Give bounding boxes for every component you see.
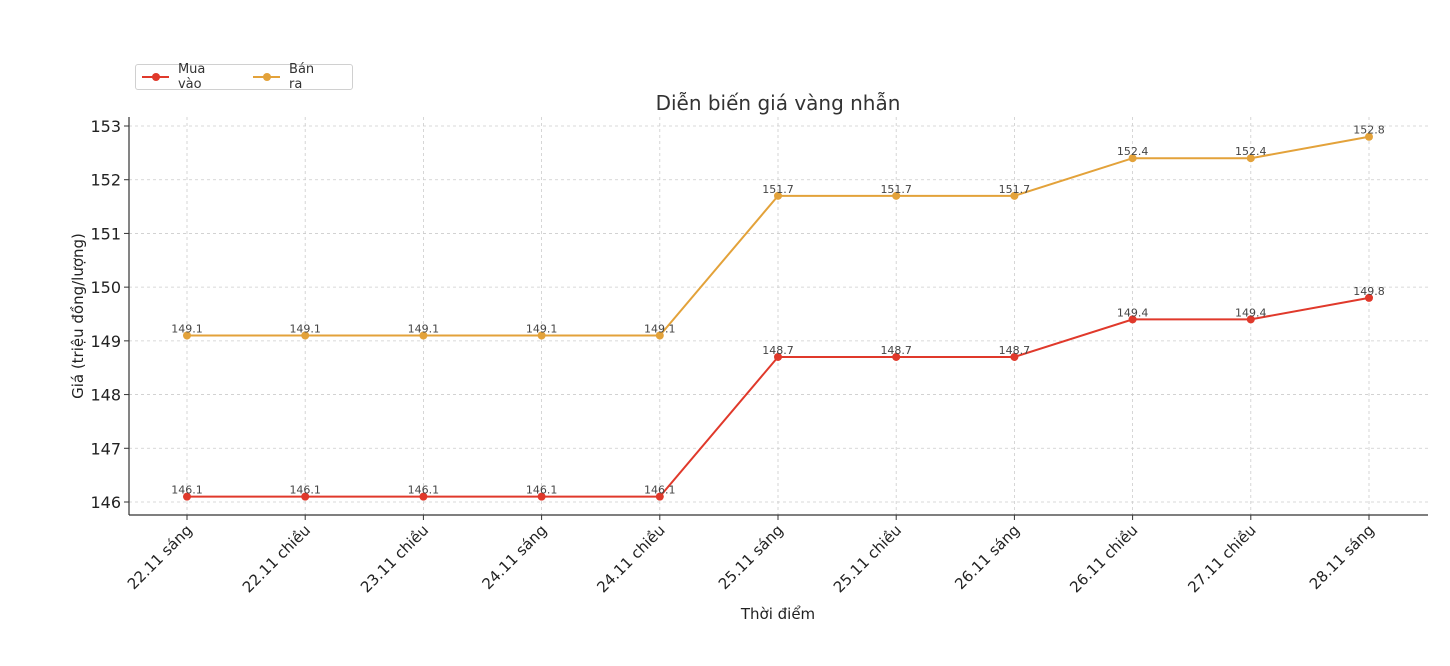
- x-tick-label: 25.11 sáng: [715, 521, 787, 593]
- x-tick-label: 24.11 chiều: [593, 521, 668, 596]
- data-point-marker: [655, 492, 664, 501]
- y-tick-label: 149: [90, 332, 121, 351]
- y-tick-label: 151: [90, 224, 121, 243]
- x-axis-label: Thời điểm: [740, 605, 815, 623]
- data-label: 151.7: [762, 183, 794, 196]
- data-point-marker: [892, 191, 901, 200]
- x-tick-label: 28.11 sáng: [1306, 521, 1378, 593]
- data-label: 149.1: [289, 322, 321, 335]
- data-point-marker: [183, 492, 191, 501]
- data-point-marker: [537, 492, 546, 501]
- y-axis-label: Giá (triệu đồng/lượng): [69, 233, 87, 399]
- grid-lines: [129, 117, 1428, 515]
- x-tick-label: 27.11 chiều: [1184, 521, 1259, 596]
- data-point-marker: [183, 331, 191, 340]
- x-tick-label: 24.11 sáng: [478, 521, 550, 593]
- data-point-marker: [1128, 154, 1137, 163]
- data-label: 148.7: [762, 344, 794, 357]
- legend-label: Mua vào: [177, 62, 206, 92]
- data-label: 149.8: [1353, 285, 1385, 298]
- data-point-marker: [774, 352, 782, 361]
- data-label: 149.4: [1235, 306, 1267, 319]
- x-tick-label: 25.11 chiều: [830, 521, 905, 596]
- x-tick-label: 23.11 chiều: [357, 521, 432, 596]
- data-label: 148.7: [880, 344, 912, 357]
- data-point-marker: [301, 331, 310, 340]
- data-point-marker: [1365, 132, 1373, 141]
- y-tick-label: 153: [90, 117, 121, 136]
- y-axis-ticks: 146 147 148 149 150 151 152 153: [90, 117, 129, 512]
- y-tick-label: 150: [90, 278, 121, 297]
- x-tick-label: 22.11 sáng: [124, 521, 196, 593]
- data-label: 151.7: [880, 183, 912, 196]
- x-tick-label: 22.11 chiều: [239, 521, 314, 596]
- data-label: 152.8: [1353, 124, 1385, 137]
- data-point-marker: [537, 331, 546, 340]
- data-label: 152.4: [1117, 145, 1149, 158]
- data-point-marker: [419, 331, 428, 340]
- data-label: 149.4: [1117, 306, 1149, 319]
- data-point-marker: [1010, 191, 1019, 200]
- data-label: 146.1: [408, 484, 440, 497]
- y-tick-label: 146: [90, 493, 121, 512]
- data-label: 146.1: [171, 484, 203, 497]
- x-axis-ticks: 22.11 sáng 22.11 chiều 23.11 chiều 24.11 sá…: [124, 515, 1378, 596]
- chart-title: Diễn biến giá vàng nhẫn: [656, 91, 901, 115]
- y-tick-label: 147: [90, 439, 121, 458]
- data-point-marker: [301, 492, 310, 501]
- legend-label: Bán ra: [289, 62, 315, 92]
- data-label: 151.7: [999, 183, 1031, 196]
- data-label: 146.1: [526, 484, 558, 497]
- data-point-marker: [774, 191, 782, 200]
- axes: [128, 117, 1428, 516]
- series-lines: [183, 132, 1373, 501]
- data-label: 146.1: [289, 484, 321, 497]
- data-point-marker: [419, 492, 428, 501]
- data-labels: 146.1 146.1 146.1 146.1 146.1 148.7 148.7 148.7…: [171, 124, 1385, 497]
- chart-legend: Mua vào Bán ra: [135, 62, 353, 92]
- legend-item-ban-ra: Bán ra: [253, 62, 330, 92]
- legend-marker-mua-vao-icon: [142, 71, 169, 83]
- x-tick-label: 26.11 sáng: [951, 521, 1023, 593]
- data-point-marker: [1010, 352, 1019, 361]
- data-point-marker: [1128, 315, 1137, 324]
- x-tick-label: 26.11 chiều: [1066, 521, 1141, 596]
- legend-item-mua-vao: Mua vào: [142, 62, 231, 92]
- y-tick-label: 152: [90, 171, 121, 190]
- data-point-marker: [1246, 315, 1255, 324]
- data-label: 152.4: [1235, 145, 1267, 158]
- data-point-marker: [892, 352, 901, 361]
- data-label: 149.1: [171, 322, 203, 335]
- data-label: 149.1: [644, 322, 676, 335]
- data-point-marker: [1365, 293, 1373, 302]
- data-point-marker: [1246, 154, 1255, 163]
- data-label: 149.1: [526, 322, 558, 335]
- data-label: 148.7: [999, 344, 1031, 357]
- data-point-marker: [655, 331, 664, 340]
- data-label: 146.1: [644, 484, 676, 497]
- legend-marker-ban-ra-icon: [253, 71, 281, 83]
- y-tick-label: 148: [90, 386, 121, 405]
- data-label: 149.1: [408, 322, 440, 335]
